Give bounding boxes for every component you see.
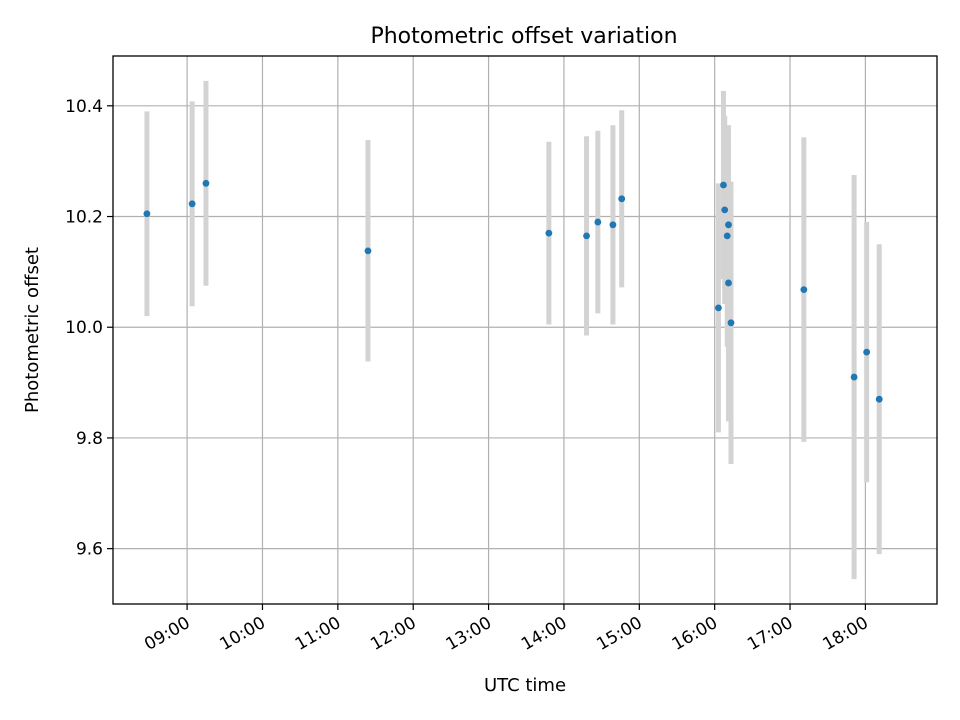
x-tick-label: 09:00: [141, 613, 193, 655]
data-point: [143, 210, 151, 218]
data-point: [202, 179, 210, 187]
data-point: [725, 221, 732, 229]
data-point: [800, 286, 808, 293]
y-tick-label: 10.0: [65, 318, 103, 338]
x-tick-label: 16:00: [669, 613, 721, 655]
data-point: [715, 304, 722, 312]
x-tick-label: 12:00: [367, 613, 419, 655]
data-point: [618, 195, 626, 203]
x-tick-label: 18:00: [819, 613, 871, 655]
x-tick-label: 14:00: [518, 613, 570, 655]
x-axis-label: UTC time: [484, 675, 566, 696]
data-point: [725, 279, 732, 287]
x-tick-label: 17:00: [744, 613, 796, 655]
data-point: [188, 200, 196, 208]
data-point: [609, 221, 617, 229]
y-axis: 9.6 9.8 10.0 10.2 10.4: [65, 97, 113, 560]
data-point: [721, 206, 729, 214]
data-point: [583, 232, 590, 240]
data-point: [720, 181, 727, 189]
grid-layer: [113, 56, 937, 604]
plot-frame: [112, 55, 938, 605]
chart-title: Photometric offset variation: [370, 24, 677, 49]
x-tick-label: 11:00: [292, 613, 344, 655]
error-bars: [144, 80, 882, 580]
data-point: [545, 229, 553, 237]
y-tick-label: 10.2: [65, 208, 103, 228]
data-point: [723, 232, 731, 240]
data-points: [143, 179, 883, 403]
x-tick-label: 10:00: [217, 613, 269, 655]
x-tick-label: 15:00: [593, 613, 645, 655]
y-tick-label: 9.8: [76, 429, 103, 449]
data-point: [850, 373, 858, 381]
x-axis: 09:00 10:00 11:00 12:00 13:00 14:00 15:00 16:00…: [141, 604, 872, 655]
y-tick-label: 10.4: [65, 97, 103, 117]
data-point: [863, 348, 871, 356]
data-point: [875, 395, 883, 403]
y-tick-label: 9.6: [76, 540, 103, 560]
data-point: [594, 218, 602, 226]
y-axis-label: Photometric offset: [22, 247, 43, 413]
x-tick-label: 13:00: [443, 613, 495, 655]
data-point: [727, 319, 735, 327]
data-point: [364, 247, 372, 255]
